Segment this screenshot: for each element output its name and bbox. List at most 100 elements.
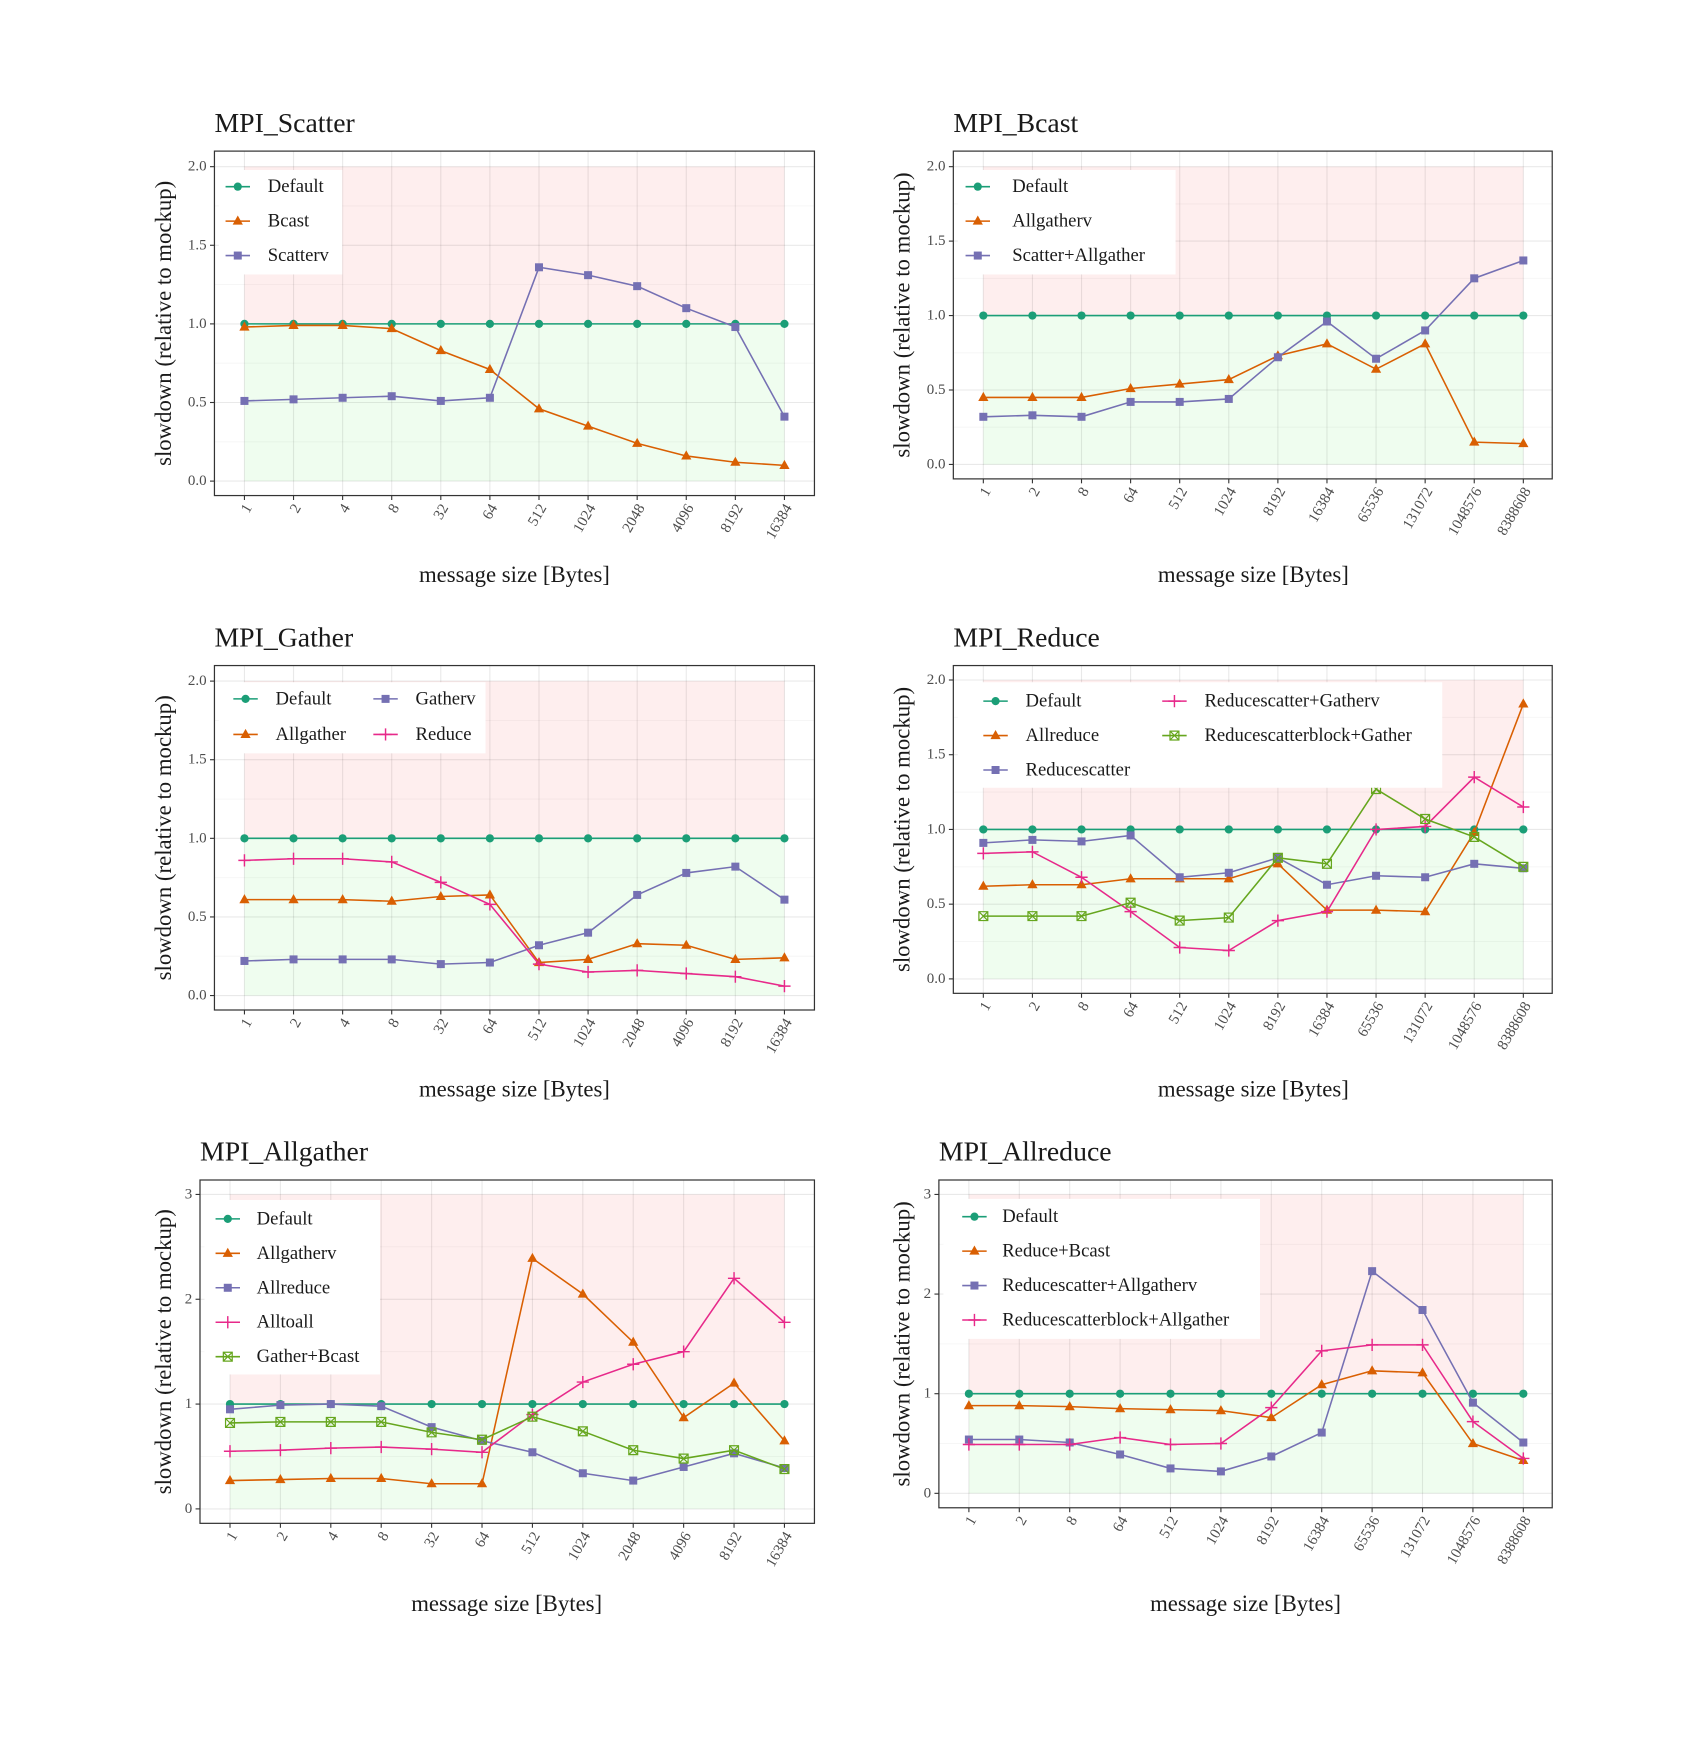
faster-region [244,838,785,996]
reduce-bcast-point [1114,1403,1126,1413]
reducescatter-point [1519,864,1528,873]
allreduce-point [679,1462,688,1471]
reduce-bcast-point [1367,1365,1378,1375]
default-point [679,1399,688,1409]
alltoall-point [324,1441,337,1455]
x-axis-title: message size [Bytes] [419,562,610,587]
legend-key-marker [973,182,982,191]
scatterv-point [387,392,396,401]
default-point [1175,825,1184,834]
default-point [979,311,988,320]
reduce-bcast-point [1215,1405,1227,1415]
legend-label: Scatter+Allgather [1012,245,1146,266]
x-tick-label: 131072 [1400,999,1436,1046]
allgather-point [435,890,446,901]
default-point [964,1389,973,1398]
allreduce-point [427,1423,436,1432]
legend: Default Allgather Gatherv Reduce [218,682,486,754]
reducescatterblock-allgather-point [1517,1452,1530,1465]
reduce-bcast-point [1064,1401,1075,1411]
legend-item-reduce-bcast: Reduce+Bcast [962,1241,1111,1262]
x-tick-label: 64 [1121,999,1143,1020]
x-tick-label: 64 [472,1529,494,1550]
default-point [1322,825,1332,834]
bcast-point [779,459,790,469]
gatherv-point [240,956,249,965]
allgatherv-point [978,391,989,402]
plot-border [938,1179,1553,1509]
x-tick-label: 64 [480,1016,502,1037]
x-tick-label: 65536 [1355,999,1388,1040]
legend: Default Allreduce Reducescatter Reducescatt… [957,682,1443,788]
default-point [682,319,691,328]
gather-bcast-point [628,1445,639,1456]
legend-key-marker [991,766,1000,775]
x-tick-label: 1 [224,1529,242,1543]
default-point [528,1399,537,1409]
legend-item-bcast: Bcast [225,211,310,232]
x-tick-label: 8388608 [1495,999,1535,1052]
reducescatter-allgatherv-point [1468,1398,1477,1407]
x-axis-title: message size [Bytes] [1158,1076,1349,1101]
reduce-point [336,852,349,865]
default-point [485,834,495,843]
legend-key-marker [240,728,251,739]
legend: Default Reduce+Bcast Reducescatter+Allgath… [943,1198,1260,1339]
legend-key-marker [222,1351,233,1362]
default-point [1065,1389,1074,1398]
allreduce-point [1027,879,1038,889]
y-tick-label: 2.0 [927,672,946,688]
x-tick-label: 1024 [565,1529,594,1563]
gatherv-point [682,868,691,877]
x-tick-label: 8 [385,502,403,516]
series-scatterv [240,263,789,421]
allgatherv-point [628,1336,639,1346]
series-default [964,1389,1528,1398]
x-tick-label: 16384 [763,501,796,542]
legend-key-marker [1169,730,1180,741]
reducescatter-gatherv-point [1075,871,1088,884]
x-tick-label: 1024 [1203,1513,1232,1547]
y-tick-label: 0.0 [927,971,946,987]
gather-bcast-point [426,1427,437,1438]
alltoall-point [274,1444,287,1457]
x-tick-label: 2 [274,1529,292,1543]
scatter-allgather-point [1470,274,1479,283]
allgather-line [244,894,785,964]
bcast-point [484,363,496,374]
chart-title: MPI_Gather [214,622,353,653]
legend-item-default: Default [983,691,1082,712]
scatter-allgather-point [979,412,988,421]
x-tick-label: 1 [963,1514,981,1528]
x-tick-label: 1024 [571,1016,600,1050]
default-point [289,834,298,843]
bcast-point [337,319,348,330]
y-tick-label: 2.0 [188,673,207,689]
x-tick-label: 8 [1075,999,1093,1013]
scatterv-point [584,271,593,280]
series-default [240,834,789,843]
legend-label: Bcast [268,211,310,232]
alltoall-point [375,1440,388,1454]
default-point [1371,311,1381,320]
gather-bcast-point [527,1411,538,1422]
allgatherv-point [1076,391,1087,402]
allgatherv-point [1027,391,1038,402]
default-point [780,319,789,328]
reducescatterblock-allgather-point [1366,1338,1379,1352]
series-default [979,311,1528,320]
x-tick-label: 4096 [666,1529,695,1563]
x-tick-label: 1024 [1211,999,1240,1033]
default-point [1273,825,1282,834]
plot-border [199,1179,816,1524]
reducescatter-allgatherv-point [1267,1452,1276,1461]
panel-mpi-allgather: Default Allgatherv Allreduce Alltoall Gather… [151,1137,816,1616]
scatter-allgather-point [1519,256,1528,265]
reduce-bcast-point [1165,1404,1176,1414]
reducescatterblock-allgather-point [1113,1431,1127,1444]
panel-mpi-gather: Default Allgather Gatherv Reduce 0.0 0.5 1.0 1.… [151,622,816,1101]
alltoall-point [576,1375,589,1389]
panel-mpi-bcast: Default Allgatherv Scatter+Allgather 0.0 0.5… [890,108,1553,587]
default-point [1028,311,1037,320]
x-axis-title: message size [Bytes] [419,1076,610,1101]
